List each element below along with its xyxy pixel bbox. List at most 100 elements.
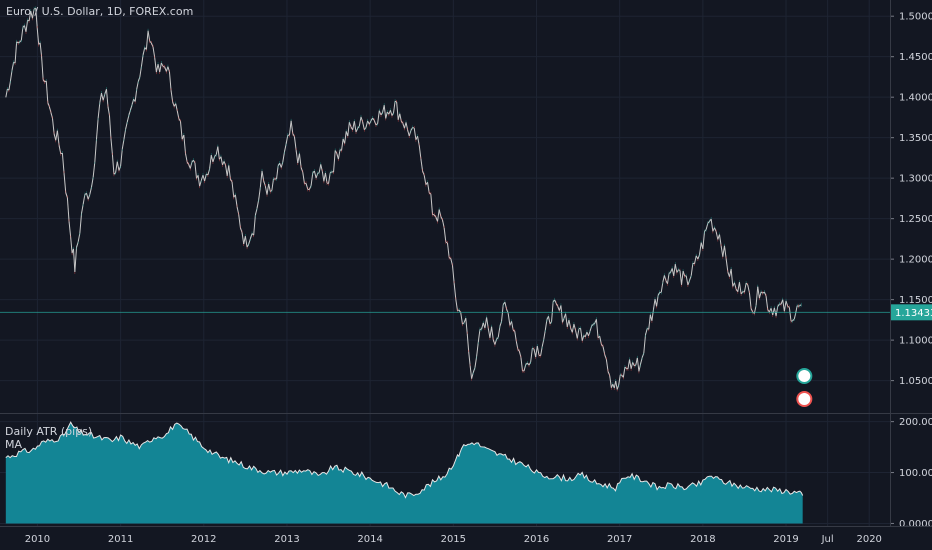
- price-line-segment: [217, 146, 220, 160]
- price-line-segment: [92, 161, 96, 178]
- price-line-segment: [443, 227, 447, 243]
- price-line-segment: [699, 242, 702, 255]
- price-line-segment: [288, 120, 292, 136]
- indicator-axis-tick-label: 0.0000: [899, 519, 932, 530]
- price-line-segment: [468, 351, 471, 367]
- price-line-segment: [377, 110, 380, 124]
- price-line-segment: [788, 307, 792, 322]
- price-line-segment: [580, 328, 583, 341]
- price-line-segment: [298, 153, 302, 168]
- atr-line: [5, 421, 804, 499]
- price-line-segment: [66, 197, 70, 222]
- price-line-segment: [258, 187, 261, 200]
- price-line-segment: [609, 375, 612, 388]
- price-line-segment: [730, 268, 734, 287]
- event-flag-icon: [796, 391, 813, 407]
- price-line-segment: [702, 231, 706, 249]
- price-line-segment: [748, 292, 752, 309]
- time-axis-label: 2017: [607, 534, 632, 545]
- time-axis-label: 2013: [274, 534, 299, 545]
- price-line-segment: [179, 121, 183, 140]
- price-line-segment: [74, 247, 78, 272]
- price-line-segment: [430, 194, 434, 215]
- time-axis-label: 2010: [25, 534, 50, 545]
- price-line-segment: [347, 122, 350, 137]
- price-line-segment: [231, 181, 235, 198]
- price-line-segment: [446, 242, 450, 258]
- time-axis-label: 2011: [108, 534, 133, 545]
- price-line-segment: [565, 313, 568, 327]
- price-axis-tick-label: 1.20000: [899, 255, 932, 266]
- indicator-ma-label: MA: [5, 438, 23, 451]
- time-axis-label: 2019: [773, 534, 798, 545]
- price-line-segment: [79, 213, 83, 234]
- price-line-segment: [681, 271, 684, 285]
- indicator-axis-tick-label: 200.0000: [899, 417, 932, 428]
- atr-area: [5, 422, 803, 524]
- price-line-segment: [383, 105, 387, 119]
- price-line-segment: [68, 221, 72, 238]
- price-line-segment: [259, 170, 263, 188]
- price-line-segment: [477, 329, 481, 343]
- price-axis-tick-label: 1.40000: [899, 93, 932, 104]
- price-line-segment: [183, 134, 186, 154]
- price-line-segment: [648, 314, 651, 330]
- price-axis-tick-label: 1.05000: [899, 376, 932, 387]
- price-axis-tick-label: 1.15000: [899, 295, 932, 306]
- price-line-segment: [755, 286, 759, 306]
- price-line-segment: [333, 150, 336, 173]
- price-line-segment: [253, 215, 256, 236]
- price-line-segment: [453, 283, 457, 300]
- price-line-segment: [765, 295, 769, 310]
- indicator-axis-tick-label: 100.0000: [899, 468, 932, 479]
- price-line-segment: [725, 258, 729, 272]
- price-line-segment: [35, 8, 38, 29]
- price-line-segment: [110, 138, 113, 155]
- price-line-segment: [344, 131, 347, 144]
- time-axis-label: 2018: [690, 534, 715, 545]
- price-line-segment: [420, 158, 424, 172]
- time-axis-label: 2015: [441, 534, 466, 545]
- price-line-segment: [290, 120, 294, 134]
- event-flag-icon: [796, 368, 813, 384]
- price-line-segment: [238, 214, 241, 228]
- indicator-legend[interactable]: Daily ATR (pips) MA: [5, 425, 92, 451]
- price-axis-tick-label: 1.30000: [899, 174, 932, 185]
- price-line-segment: [63, 173, 67, 193]
- price-line-segment: [95, 118, 99, 140]
- time-axis-label: 2012: [191, 534, 216, 545]
- time-axis-label: 2016: [524, 534, 549, 545]
- price-line-segment: [491, 326, 494, 340]
- price-line-segment: [154, 57, 157, 73]
- price-line-segment: [111, 154, 115, 175]
- price-line-segment: [108, 115, 112, 139]
- price-line-segment: [466, 333, 470, 352]
- price-line-segment: [418, 145, 422, 159]
- price-axis-tick-label: 1.35000: [899, 133, 932, 144]
- price-line-segment: [36, 27, 40, 45]
- price-line-segment: [41, 56, 44, 80]
- price-line-segment: [595, 319, 599, 338]
- price-line-segment: [501, 304, 504, 322]
- indicator-title: Daily ATR (pips): [5, 425, 93, 438]
- last-price-tag: [891, 304, 932, 321]
- price-line-segment: [551, 301, 554, 322]
- price-line-segment: [636, 357, 640, 372]
- price-line-segment: [120, 149, 123, 167]
- price-axis-tick-label: 1.25000: [899, 214, 932, 225]
- symbol-legend[interactable]: Euro / U.S. Dollar, 1D, FOREX.com: [6, 5, 194, 18]
- price-line-segment: [228, 165, 231, 180]
- price-line-segment: [145, 30, 149, 50]
- time-axis-label: 2014: [357, 534, 382, 545]
- price-line-segment: [134, 89, 138, 102]
- price-line-segment: [52, 118, 55, 134]
- price-line-segment: [56, 130, 60, 146]
- price-line-segment: [20, 27, 24, 41]
- price-line-segment: [451, 265, 455, 284]
- price-line-segment: [476, 342, 479, 357]
- price-line-segment: [39, 42, 43, 57]
- price-line-segment: [465, 318, 468, 334]
- price-line-segment: [45, 80, 49, 103]
